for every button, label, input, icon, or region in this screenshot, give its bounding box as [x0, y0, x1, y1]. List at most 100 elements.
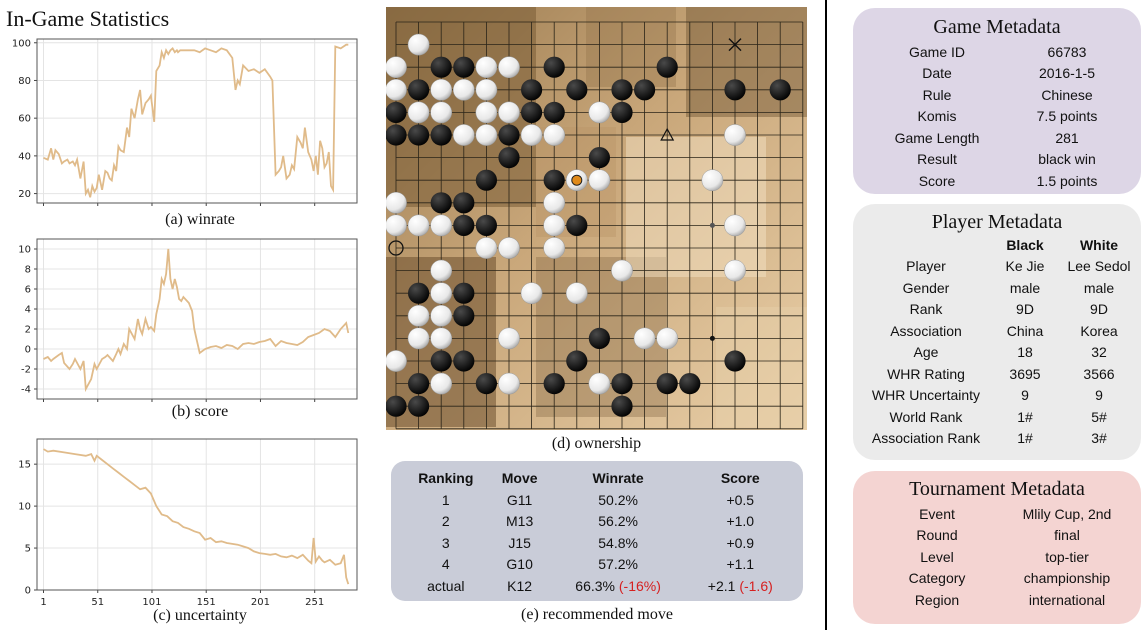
white-stone — [588, 101, 611, 124]
black-stone — [769, 79, 791, 101]
black-stone — [453, 350, 475, 372]
black-stone — [611, 79, 633, 101]
meta-row: Age 18 32 — [913, 344, 1107, 361]
uncertainty-xtick: 101 — [142, 597, 161, 608]
meta-row: WHR Uncertainty 9 9 — [871, 387, 1103, 404]
black-stone — [611, 395, 633, 417]
black-stone — [408, 124, 430, 146]
uncertainty-line — [43, 448, 350, 585]
black-stone — [453, 282, 475, 304]
meta-row: Game Length 281 — [894, 129, 1079, 146]
tournament-metadata-panel: Tournament Metadata Event Mlily Cup, 2nd R… — [853, 471, 1141, 624]
black-stone — [475, 169, 497, 191]
col-winrate: Winrate — [592, 470, 644, 486]
score-delta: (-1.6) — [739, 577, 773, 594]
white-stone — [475, 101, 498, 124]
black-stone — [475, 214, 497, 236]
white-stone — [498, 327, 520, 350]
score-ytick: 0 — [25, 345, 31, 356]
last-move-marker — [571, 174, 583, 186]
meta-row: Game ID 66783 — [908, 43, 1087, 60]
white-stone — [385, 78, 407, 101]
meta-row: Association China Korea — [890, 322, 1118, 339]
ownership-shade — [686, 7, 807, 117]
black-stone — [430, 56, 452, 78]
white-stone — [430, 372, 453, 395]
winrate-frame — [36, 38, 358, 204]
black-stone — [385, 101, 407, 123]
black-stone — [408, 395, 430, 417]
white-stone — [520, 124, 543, 146]
black-stone — [453, 214, 475, 236]
score-ytick: 8 — [25, 265, 31, 276]
meta-row: Gender male male — [902, 279, 1115, 296]
uncertainty-ytick: 15 — [18, 460, 31, 471]
white-stone — [475, 56, 498, 79]
triangle-mark — [660, 127, 675, 141]
white-stone — [701, 169, 724, 192]
white-stone — [430, 282, 453, 305]
white-stone — [475, 237, 498, 259]
uncertainty-xtick: 51 — [91, 597, 104, 608]
white-stone — [498, 56, 520, 79]
score-ytick: 10 — [18, 245, 31, 256]
black-stone — [543, 56, 565, 78]
go-board — [385, 7, 807, 430]
white-stone — [656, 327, 679, 350]
meta-row: Rank 9D 9D — [909, 301, 1108, 318]
meta-row: Komis 7.5 points — [917, 108, 1098, 125]
recommended-move-caption: (e) recommended move — [521, 606, 673, 623]
meta-row: Event Mlily Cup, 2nd — [919, 505, 1112, 522]
black-stone — [566, 79, 588, 101]
table-row: 2 M13 56.2% +1.0 — [441, 513, 755, 530]
game-metadata-panel: Game Metadata Game ID 66783 Date 2016-1-5 Ru… — [853, 8, 1141, 194]
score-ytick: 2 — [25, 325, 31, 336]
uncertainty-ytick: 5 — [25, 544, 31, 555]
score-frame — [36, 238, 358, 400]
table-row: 1 G11 50.2% +0.5 — [441, 491, 755, 508]
black-stone — [656, 373, 678, 395]
white-stone — [475, 124, 498, 146]
black-stone — [588, 147, 610, 169]
white-stone — [430, 78, 453, 101]
white-stone — [724, 259, 746, 282]
meta-row: Date 2016-1-5 — [922, 65, 1096, 82]
white-stone — [724, 214, 746, 237]
black-stone — [408, 282, 430, 304]
white-stone — [430, 214, 453, 237]
white-stone — [565, 282, 588, 305]
uncertainty-xtick: 201 — [251, 597, 270, 608]
white-header: White — [1079, 236, 1119, 253]
player-metadata-panel: Player Metadata Black White Player Ke Jie… — [853, 204, 1141, 460]
uncertainty-ytick: 10 — [18, 502, 31, 513]
black-stone — [521, 79, 543, 101]
black-stone — [679, 373, 701, 395]
white-stone — [407, 33, 430, 56]
black-stone — [385, 395, 407, 417]
table-row: 3 J15 54.8% +0.9 — [441, 534, 755, 551]
ownership-board — [385, 7, 807, 430]
stats-title: In-Game Statistics — [6, 6, 170, 31]
black-stone — [634, 79, 656, 101]
white-stone — [430, 101, 453, 124]
black-stone — [521, 101, 543, 123]
white-stone — [498, 237, 520, 259]
white-stone — [407, 327, 430, 350]
table-row: actual K12 66.3% (-16%) +2.1 (-1.6) — [427, 577, 773, 594]
white-stone — [543, 237, 566, 259]
meta-row: Category championship — [908, 570, 1111, 587]
white-stone — [452, 78, 475, 101]
black-stone — [385, 124, 407, 146]
white-stone — [498, 372, 520, 395]
black-stone — [543, 169, 565, 191]
white-stone — [430, 327, 453, 350]
meta-row: Rule Chinese — [922, 86, 1093, 103]
white-stone — [588, 169, 611, 192]
score-ytick: 4 — [25, 305, 31, 316]
winrate-caption: (a) winrate — [165, 211, 235, 228]
meta-row: Association Rank 1# 3# — [871, 430, 1107, 447]
game-metadata-title: Game Metadata — [933, 16, 1061, 38]
white-stone — [543, 191, 566, 214]
table-row: 4 G10 57.2% +1.1 — [441, 556, 755, 573]
white-stone — [633, 327, 656, 350]
